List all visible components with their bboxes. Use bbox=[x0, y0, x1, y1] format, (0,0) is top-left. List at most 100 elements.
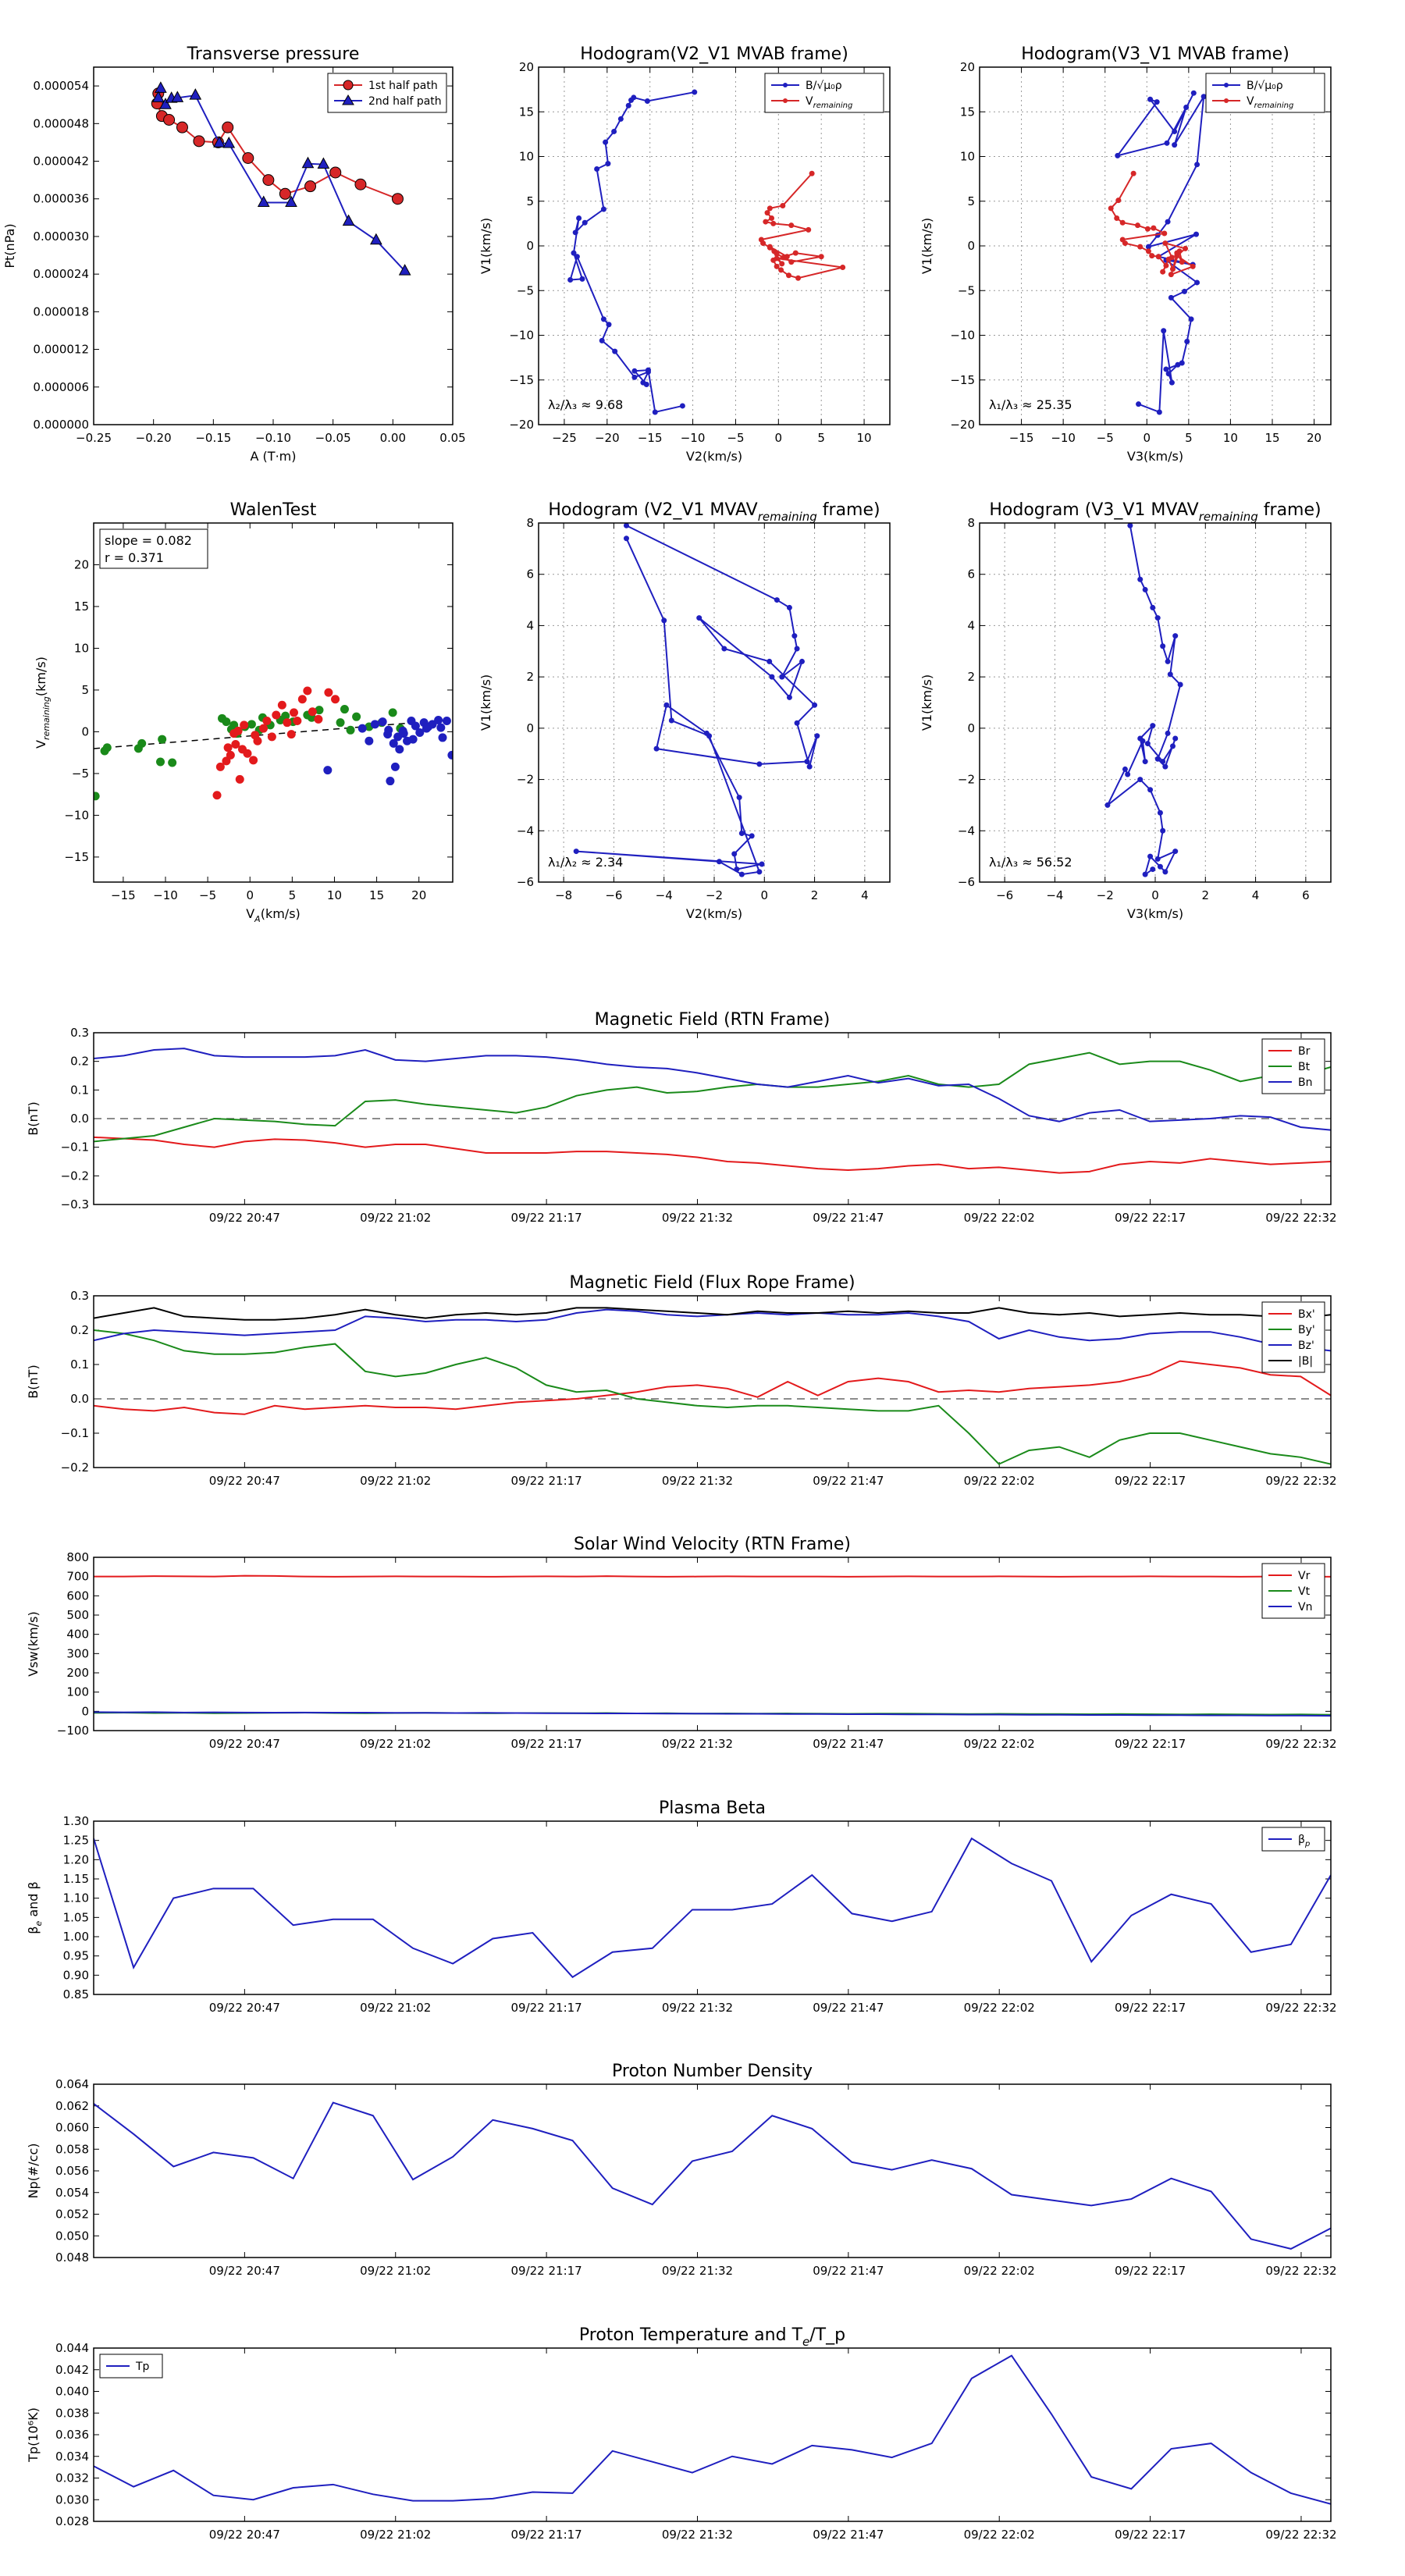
legend-box bbox=[327, 73, 447, 113]
data-point bbox=[1179, 259, 1185, 265]
legend-marker bbox=[1224, 83, 1229, 87]
y-tick-label: 1.00 bbox=[63, 1930, 89, 1944]
data-point bbox=[1104, 802, 1111, 808]
legend-label: Bx' bbox=[1298, 1308, 1315, 1321]
y-tick-label: 1.10 bbox=[63, 1891, 89, 1905]
y-tick-label: −10 bbox=[950, 329, 975, 343]
y-tick-label: −4 bbox=[958, 824, 975, 838]
data-point bbox=[1165, 658, 1171, 664]
data-point-blue bbox=[411, 721, 420, 731]
data-point bbox=[1168, 379, 1175, 386]
data-point bbox=[304, 180, 317, 193]
x-axis-label: V2(km/s) bbox=[686, 449, 742, 464]
data-point-blue bbox=[442, 717, 451, 726]
legend: Br Bt Bn bbox=[1261, 1038, 1325, 1094]
data-point bbox=[736, 795, 742, 801]
data-point-blue bbox=[386, 777, 395, 786]
x-axis-label: V3(km/s) bbox=[1127, 906, 1183, 921]
data-point bbox=[668, 717, 674, 724]
y-tick-label: −20 bbox=[509, 418, 534, 432]
y-tick-label: 15 bbox=[74, 600, 89, 614]
data-point bbox=[1174, 253, 1180, 259]
y-tick-label: 0 bbox=[81, 1704, 89, 1718]
data-point bbox=[1144, 226, 1151, 232]
data-point bbox=[398, 264, 411, 276]
data-point bbox=[679, 403, 685, 409]
data-point-blue bbox=[399, 729, 408, 738]
plot-frame bbox=[93, 1557, 1332, 1731]
data-point bbox=[1190, 263, 1196, 269]
data-point bbox=[317, 157, 330, 169]
data-point bbox=[159, 98, 172, 109]
legend-label: 2nd half path bbox=[368, 95, 442, 108]
data-point bbox=[1156, 409, 1162, 415]
data-point bbox=[171, 91, 184, 102]
data-point bbox=[643, 381, 649, 387]
data-point bbox=[576, 215, 582, 222]
data-point bbox=[1147, 96, 1154, 102]
x-tick-label: 09/22 21:02 bbox=[360, 1211, 431, 1225]
data-point bbox=[780, 202, 786, 208]
y-tick-label: 20 bbox=[519, 60, 534, 74]
data-point bbox=[572, 229, 578, 236]
data-point bbox=[1183, 245, 1189, 251]
data-point bbox=[786, 694, 792, 700]
chart-ts6: 09/22 20:47 09/22 21:02 09/22 21:17 09/22 2… bbox=[26, 2325, 1337, 2542]
x-tick-label: 2 bbox=[1202, 888, 1210, 902]
x-tick-label: 09/22 22:17 bbox=[1115, 1211, 1186, 1225]
legend-box bbox=[1205, 73, 1325, 113]
data-point bbox=[778, 267, 784, 273]
y-tick-label: 0.000048 bbox=[33, 116, 89, 130]
x-tick-label: 15 bbox=[1264, 431, 1279, 445]
legend-label: B/√μ₀ρ bbox=[1247, 80, 1283, 92]
y-tick-label: 100 bbox=[66, 1685, 89, 1699]
x-tick-label: −15 bbox=[1009, 431, 1034, 445]
plot-frame bbox=[93, 2347, 1332, 2522]
data-point bbox=[734, 866, 740, 873]
plot-frame bbox=[93, 1820, 1332, 1995]
plot-area bbox=[94, 1048, 1331, 1174]
x-tick-label: 0 bbox=[1151, 888, 1159, 902]
data-point-blue bbox=[395, 745, 404, 754]
legend-label: Vt bbox=[1298, 1585, 1311, 1598]
legend-label: Tp bbox=[135, 2361, 150, 2373]
y-tick-label: −0.1 bbox=[61, 1140, 89, 1155]
data-point bbox=[1184, 339, 1190, 345]
data-point bbox=[1162, 763, 1168, 770]
data-point bbox=[573, 849, 579, 855]
x-axis-label: VA(km/s) bbox=[246, 906, 301, 924]
x-tick-label: −0.25 bbox=[76, 431, 112, 445]
data-point bbox=[1194, 162, 1200, 168]
y-tick-label: −100 bbox=[57, 1724, 89, 1738]
data-point-green bbox=[346, 725, 355, 735]
y-tick-label: 0.1 bbox=[70, 1083, 89, 1097]
data-point bbox=[624, 523, 629, 528]
data-point bbox=[706, 733, 713, 739]
data-point-blue bbox=[434, 715, 443, 724]
data-point-blue bbox=[389, 738, 398, 748]
data-point bbox=[1145, 244, 1151, 250]
y-tick-label: 0.044 bbox=[55, 2341, 89, 2355]
data-point bbox=[1183, 105, 1190, 111]
y-tick-label: 0.042 bbox=[55, 2363, 89, 2377]
y-tick-label: 1.05 bbox=[63, 1910, 89, 1924]
y-tick-label: −4 bbox=[517, 824, 534, 838]
data-point bbox=[617, 116, 624, 122]
data-point bbox=[792, 250, 799, 256]
x-tick-label: 20 bbox=[1307, 431, 1321, 445]
plot-area bbox=[94, 2101, 1331, 2250]
series-line-β_p bbox=[94, 1837, 1331, 1979]
series-line-Bn bbox=[94, 1048, 1331, 1131]
y-tick-label: −10 bbox=[64, 808, 89, 822]
data-point bbox=[692, 89, 698, 95]
data-point bbox=[1168, 272, 1174, 278]
y-tick-label: −0.1 bbox=[61, 1426, 89, 1440]
x-tick-label: 09/22 22:02 bbox=[964, 1474, 1035, 1488]
legend-label: B/√μ₀ρ bbox=[806, 80, 842, 92]
x-tick-label: 09/22 22:17 bbox=[1115, 1737, 1186, 1751]
data-point bbox=[1157, 809, 1163, 816]
y-tick-label: 0.032 bbox=[55, 2471, 89, 2485]
data-point bbox=[1140, 738, 1146, 744]
data-point bbox=[628, 97, 635, 103]
